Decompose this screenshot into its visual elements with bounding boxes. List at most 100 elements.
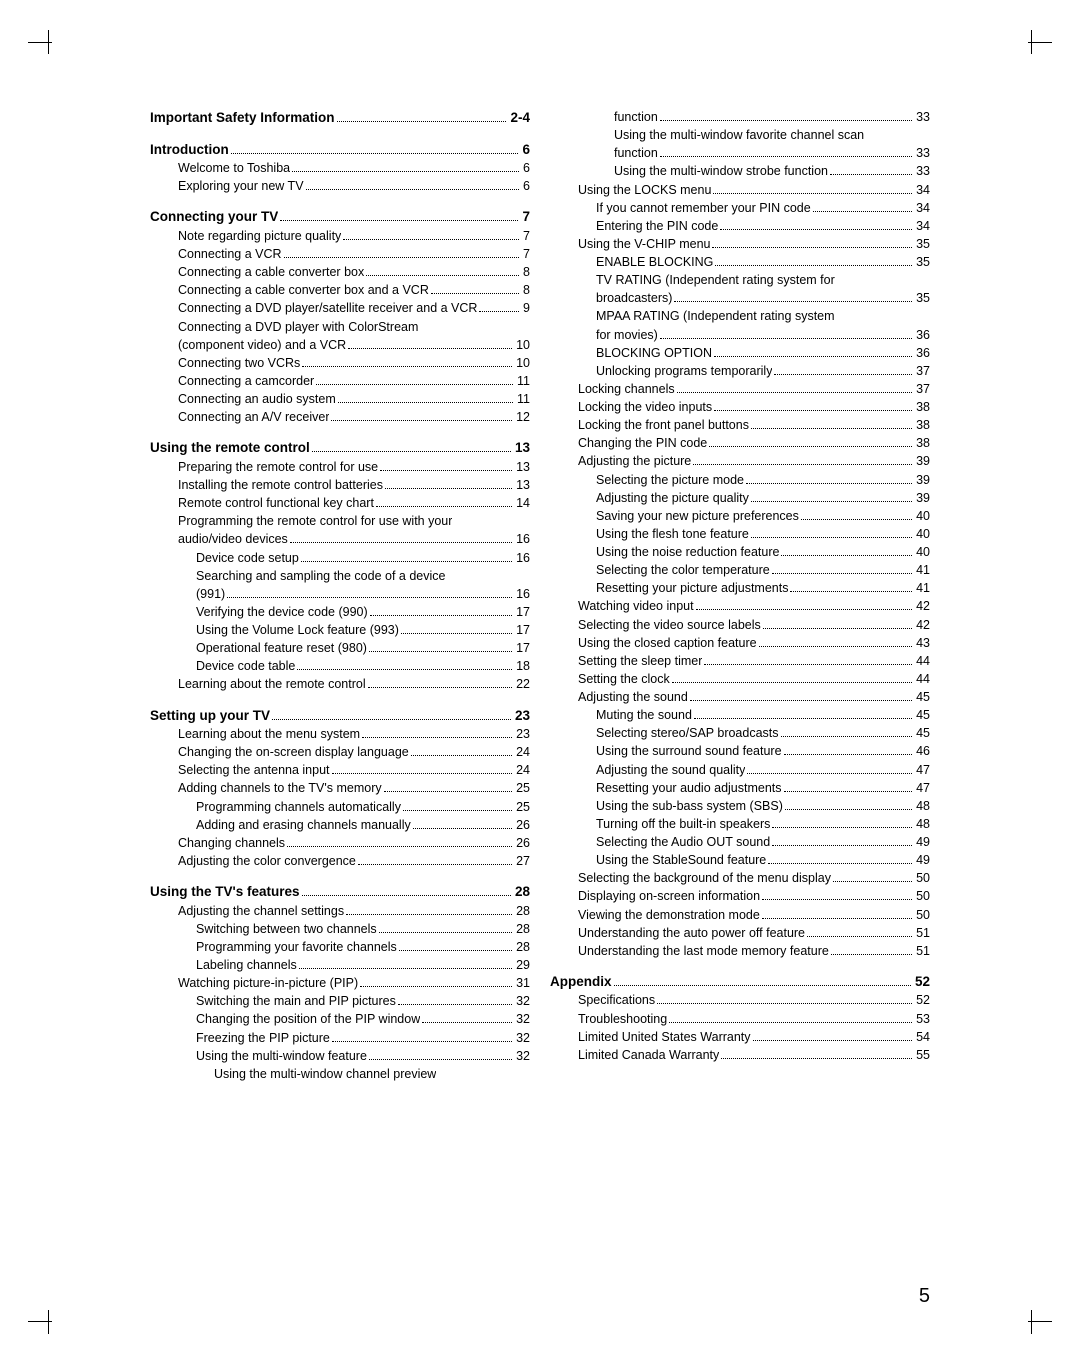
toc-entry: Selecting the Audio OUT sound49 <box>550 833 930 851</box>
toc-entry-page: 52 <box>914 991 930 1009</box>
toc-entry: Locking channels 37 <box>550 380 930 398</box>
toc-entry-page: 44 <box>914 652 930 670</box>
toc-dot-leader <box>385 488 512 489</box>
toc-entry: (991)16 <box>150 585 530 603</box>
toc-entry-page: 9 <box>521 299 530 317</box>
toc-entry-label: TV RATING (Independent rating system for <box>596 271 835 289</box>
toc-entry-page: 17 <box>514 639 530 657</box>
toc-entry: Setting the sleep timer44 <box>550 652 930 670</box>
toc-entry-page: 39 <box>914 489 930 507</box>
toc-entry-label: Using the multi-window strobe function <box>614 162 828 180</box>
toc-entry: Displaying on-screen information50 <box>550 887 930 905</box>
toc-entry: Connecting a DVD player/satellite receiv… <box>150 299 530 317</box>
toc-dot-leader <box>479 311 519 312</box>
toc-entry-page: 24 <box>514 761 530 779</box>
toc-dot-leader <box>231 153 519 154</box>
toc-dot-leader <box>785 809 912 810</box>
toc-entry-label: for movies) <box>596 326 658 344</box>
toc-entry: Using the flesh tone feature40 <box>550 525 930 543</box>
toc-entry-page: 25 <box>514 798 530 816</box>
toc-dot-leader <box>302 366 512 367</box>
toc-entry-label: Entering the PIN code <box>596 217 718 235</box>
toc-entry-page: 7 <box>520 207 530 227</box>
toc-dot-leader <box>306 189 520 190</box>
toc-entry: Adjusting the picture quality39 <box>550 489 930 507</box>
toc-entry: Understanding the last mode memory featu… <box>550 942 930 960</box>
toc-entry: Understanding the auto power off feature… <box>550 924 930 942</box>
toc-entry-label: Welcome to Toshiba <box>178 159 290 177</box>
toc-dot-leader <box>781 736 913 737</box>
toc-entry: Selecting stereo/SAP broadcasts45 <box>550 724 930 742</box>
toc-entry-label: Setting up your TV <box>150 706 270 726</box>
toc-dot-leader <box>784 754 913 755</box>
toc-entry-label: Changing the on-screen display language <box>178 743 409 761</box>
toc-entry: Selecting the color temperature41 <box>550 561 930 579</box>
toc-entry-label: Programming channels automatically <box>196 798 401 816</box>
toc-dot-leader <box>316 384 513 385</box>
toc-entry: Using the multi-window channel preview <box>150 1065 530 1083</box>
toc-entry-page: 44 <box>914 670 930 688</box>
toc-dot-leader <box>614 985 911 986</box>
toc-entry-label: Verifying the device code (990) <box>196 603 368 621</box>
toc-entry-page: 25 <box>514 779 530 797</box>
toc-entry-page: 37 <box>914 380 930 398</box>
crop-mark <box>1031 1310 1032 1334</box>
toc-entry-label: Setting the clock <box>578 670 670 688</box>
toc-entry-label: Switching between two channels <box>196 920 377 938</box>
toc-entry-page: 33 <box>914 108 930 126</box>
toc-entry-page: 31 <box>514 974 530 992</box>
toc-entry-label: If you cannot remember your PIN code <box>596 199 811 217</box>
toc-entry: for movies)36 <box>550 326 930 344</box>
toc-entry-label: Programming the remote control for use w… <box>178 512 452 530</box>
toc-entry: Resetting your picture adjustments41 <box>550 579 930 597</box>
toc-entry-label: Using the TV's features <box>150 882 300 902</box>
toc-entry: Remote control functional key chart14 <box>150 494 530 512</box>
toc-entry: Locking the video inputs38 <box>550 398 930 416</box>
toc-entry-label: Using the Volume Lock feature (993) <box>196 621 399 639</box>
toc-entry-page: 32 <box>514 1047 530 1065</box>
toc-entry-label: Specifications <box>578 991 655 1009</box>
crop-mark <box>28 42 52 43</box>
toc-entry-page: 47 <box>914 779 930 797</box>
toc-entry: Using the TV's features28 <box>150 882 530 902</box>
toc-entry-label: broadcasters) <box>596 289 672 307</box>
toc-dot-leader <box>831 954 912 955</box>
toc-entry-label: Adjusting the channel settings <box>178 902 344 920</box>
toc-dot-leader <box>674 301 912 302</box>
toc-dot-leader <box>712 247 912 248</box>
toc-entry: broadcasters)35 <box>550 289 930 307</box>
toc-entry: Operational feature reset (980)17 <box>150 639 530 657</box>
crop-mark <box>28 1321 52 1322</box>
toc-entry-label: Locking channels <box>578 380 675 398</box>
toc-dot-leader <box>312 451 511 452</box>
toc-entry-label: Labeling channels <box>196 956 297 974</box>
toc-entry-label: Connecting a camcorder <box>178 372 314 390</box>
toc-entry-label: Using the multi-window channel preview <box>214 1065 436 1083</box>
toc-entry: Connecting an audio system11 <box>150 390 530 408</box>
toc-entry-label: Connecting a cable converter box and a V… <box>178 281 429 299</box>
toc-entry-page: 8 <box>521 263 530 281</box>
toc-entry-label: Viewing the demonstration mode <box>578 906 760 924</box>
toc-entry: Viewing the demonstration mode50 <box>550 906 930 924</box>
toc-dot-leader <box>348 348 512 349</box>
toc-entry: Exploring your new TV6 <box>150 177 530 195</box>
toc-entry-label: Understanding the last mode memory featu… <box>578 942 829 960</box>
toc-entry: Switching the main and PIP pictures32 <box>150 992 530 1010</box>
toc-entry: Note regarding picture quality7 <box>150 227 530 245</box>
toc-entry: audio/video devices16 <box>150 530 530 548</box>
toc-entry: Using the Volume Lock feature (993)17 <box>150 621 530 639</box>
toc-dot-leader <box>346 914 512 915</box>
toc-entry: Using the sub-bass system (SBS)48 <box>550 797 930 815</box>
toc-entry-page: 33 <box>914 144 930 162</box>
toc-entry: Freezing the PIP picture32 <box>150 1029 530 1047</box>
toc-dot-leader <box>290 542 512 543</box>
toc-entry: Selecting the video source labels42 <box>550 616 930 634</box>
toc-dot-leader <box>830 174 912 175</box>
toc-entry-page: 36 <box>914 344 930 362</box>
toc-entry-label: Saving your new picture preferences <box>596 507 799 525</box>
toc-entry-label: Programming your favorite channels <box>196 938 397 956</box>
toc-entry-page: 6 <box>520 140 530 160</box>
toc-entry: Important Safety Information2-4 <box>150 108 530 128</box>
toc-entry-page: 23 <box>514 725 530 743</box>
toc-entry: Connecting a camcorder11 <box>150 372 530 390</box>
